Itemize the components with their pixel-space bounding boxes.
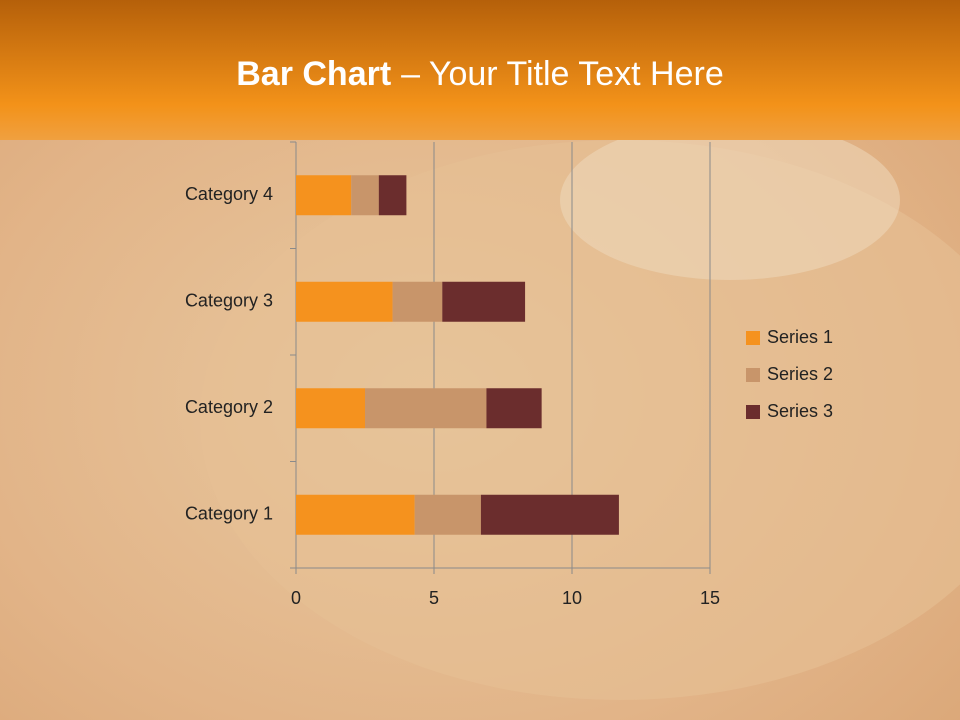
legend-swatch xyxy=(746,331,760,345)
x-tick-label: 0 xyxy=(291,588,301,608)
header-band xyxy=(0,0,960,140)
bar-segment xyxy=(296,494,415,535)
legend-label: Series 2 xyxy=(767,364,833,384)
y-tick-label: Category 4 xyxy=(185,184,273,204)
background-texture xyxy=(200,140,960,700)
x-tick-label: 10 xyxy=(562,588,582,608)
bar-segment xyxy=(486,388,542,429)
bar-segment xyxy=(296,281,393,322)
bar-segment xyxy=(296,388,365,429)
y-tick-label: Category 1 xyxy=(185,504,273,524)
title-bold: Bar Chart xyxy=(236,55,391,93)
bar-segment xyxy=(351,175,379,216)
bar-segment xyxy=(365,388,487,429)
x-tick-label: 5 xyxy=(429,588,439,608)
slide-title: Bar Chart – Your Title Text Here xyxy=(236,55,724,93)
legend-label: Series 3 xyxy=(767,401,833,421)
title-rest: – Your Title Text Here xyxy=(401,55,724,93)
bar-segment xyxy=(480,494,619,535)
legend-swatch xyxy=(746,368,760,382)
bar-segment xyxy=(414,494,481,535)
bar-segment xyxy=(296,175,352,216)
background-texture xyxy=(560,120,900,280)
y-tick-label: Category 2 xyxy=(185,397,273,417)
bar-segment xyxy=(442,281,526,322)
legend-label: Series 1 xyxy=(767,327,833,347)
bar-segment xyxy=(392,281,443,322)
legend-swatch xyxy=(746,405,760,419)
bar-segment xyxy=(378,175,407,216)
x-tick-label: 15 xyxy=(700,588,720,608)
y-tick-label: Category 3 xyxy=(185,291,273,311)
